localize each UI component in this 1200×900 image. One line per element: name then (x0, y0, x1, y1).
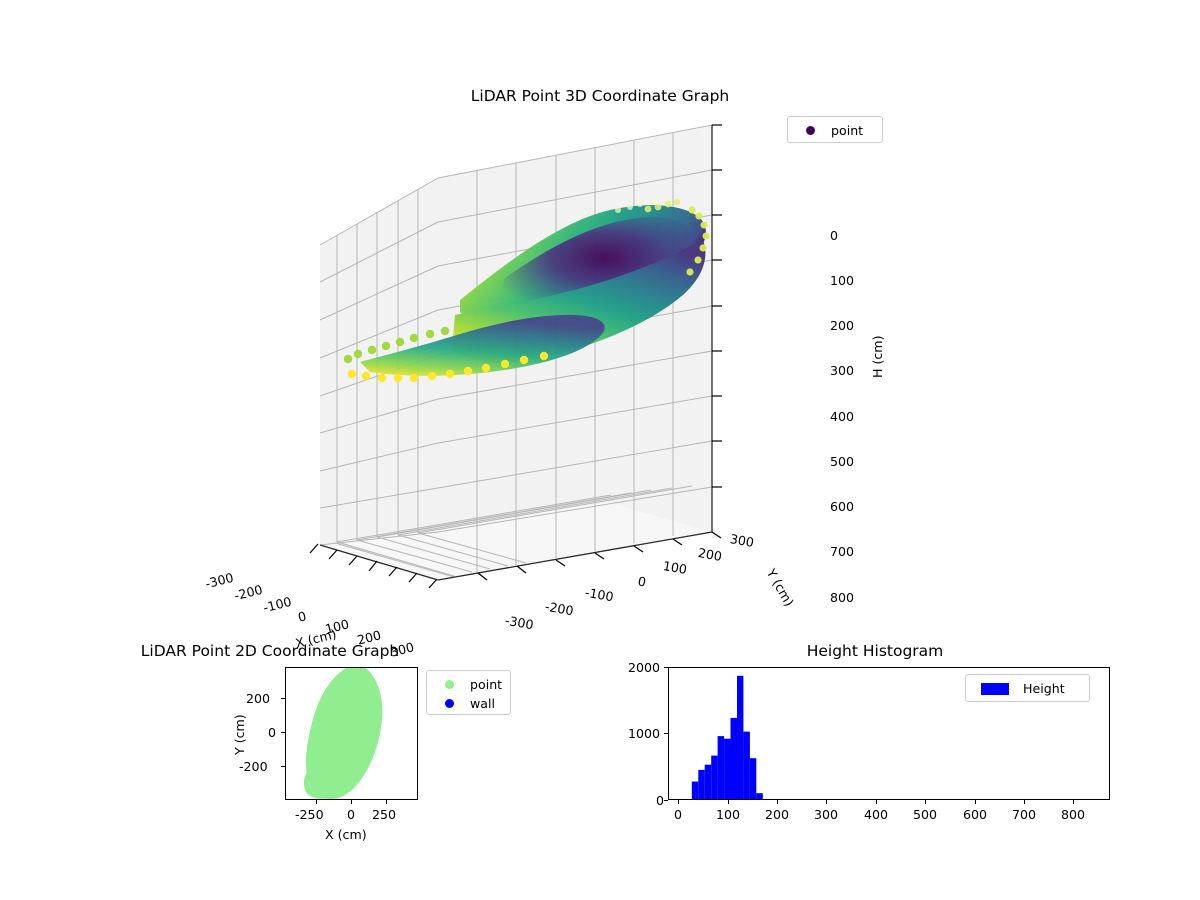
scatter2d-panel: LiDAR Point 2D Coordinate Graph 200 0 -2… (141, 640, 570, 870)
scatter2d-ytick: -200 (239, 759, 268, 774)
scatter3d-ztick: 700 (830, 544, 855, 559)
scatter2d-yaxis-label: Y (cm) (232, 714, 247, 755)
scatter3d-ztick: 400 (830, 409, 855, 424)
scatter2d-ytickmark (281, 766, 285, 767)
scatter3d-ztick: 0 (830, 228, 839, 243)
point-cloud (343, 198, 710, 383)
histogram-xtickmark (925, 800, 926, 804)
histogram-xtick: 700 (1012, 807, 1037, 822)
legend-row-wall[interactable]: wall (434, 694, 503, 713)
scatter3d-xtick: -200 (232, 581, 264, 604)
legend-label-height: Height (1023, 681, 1065, 696)
scatter2d-xtick: 0 (347, 807, 356, 822)
scatter3d-ztick: 800 (830, 590, 855, 605)
scatter3d-axes (309, 124, 722, 589)
legend-row-height[interactable]: Height (973, 679, 1082, 698)
scatter2d-xtickmark (351, 800, 352, 804)
histogram-legend[interactable]: Height (965, 674, 1090, 702)
scatter2d-xtickmark (386, 800, 387, 804)
point-marker-icon (434, 680, 464, 689)
histogram-title: Height Histogram (806, 642, 944, 660)
histogram-ytickmark (664, 800, 668, 801)
histogram-xtick: 200 (765, 807, 790, 822)
legend-label-point: point (831, 123, 864, 138)
scatter3d-zaxis-label: H (cm) (870, 335, 885, 379)
scatter2d-ytickmark (281, 698, 285, 699)
scatter2d-ytick: 200 (246, 691, 271, 706)
legend-row-point[interactable]: point (795, 121, 875, 140)
scatter3d-legend[interactable]: point (787, 116, 883, 143)
histogram-bars (691, 675, 763, 799)
legend-label-wall: wall (470, 696, 496, 711)
histogram-xtickmark (678, 800, 679, 804)
scatter3d-ztick: 300 (830, 363, 855, 378)
scatter2d-ytick: 0 (268, 725, 277, 740)
scatter2d-title: LiDAR Point 2D Coordinate Graph (140, 642, 400, 660)
scatter3d-ztick: 200 (830, 318, 855, 333)
scatter3d-ztick: 100 (830, 273, 855, 288)
histogram-xtickmark (975, 800, 976, 804)
scatter3d-xtick: -300 (203, 569, 235, 592)
scatter2d-xtick: -250 (295, 807, 324, 822)
histogram-ytick: 2000 (628, 660, 661, 675)
scatter2d-axes[interactable] (285, 667, 418, 800)
histogram-xtickmark (876, 800, 877, 804)
histogram-xtick: 300 (814, 807, 839, 822)
histogram-xtickmark (1073, 800, 1074, 804)
histogram-xtickmark (1024, 800, 1025, 804)
scatter2d-ytickmark (281, 732, 285, 733)
scatter2d-xtick: 250 (372, 807, 397, 822)
histogram-panel: Height Histogram (628, 640, 1110, 870)
scatter3d-title: LiDAR Point 3D Coordinate Graph (470, 87, 730, 105)
point-marker-icon (795, 126, 825, 135)
histogram-ytickmark (664, 733, 668, 734)
histogram-xtickmark (826, 800, 827, 804)
histogram-ytickmark (664, 667, 668, 668)
scatter3d-ztick: 500 (830, 454, 855, 469)
histogram-xtick: 400 (864, 807, 889, 822)
legend-row-point[interactable]: point (434, 675, 503, 694)
scatter2d-xaxis-label: X (cm) (325, 827, 367, 842)
histogram-xtickmark (728, 800, 729, 804)
scatter3d-xtick: -100 (261, 593, 293, 616)
scatter3d-panel: LiDAR Point 3D Coordinate Graph (204, 87, 900, 660)
legend-label-point: point (470, 677, 503, 692)
histogram-xtick: 500 (913, 807, 938, 822)
scatter2d-legend[interactable]: point wall (426, 670, 511, 715)
histogram-xtickmark (777, 800, 778, 804)
scatter2d-xtickmark (316, 800, 317, 804)
histogram-xtick: 0 (674, 807, 683, 822)
histogram-ytick: 1000 (628, 726, 661, 741)
scatter2d-points (303, 668, 383, 799)
scatter3d-ztick: 600 (830, 499, 855, 514)
height-patch-icon (973, 682, 1017, 695)
histogram-xtick: 800 (1061, 807, 1086, 822)
histogram-ytick: 0 (656, 793, 665, 808)
histogram-xtick: 600 (963, 807, 988, 822)
histogram-xtick: 100 (716, 807, 741, 822)
wall-marker-icon (434, 699, 464, 708)
